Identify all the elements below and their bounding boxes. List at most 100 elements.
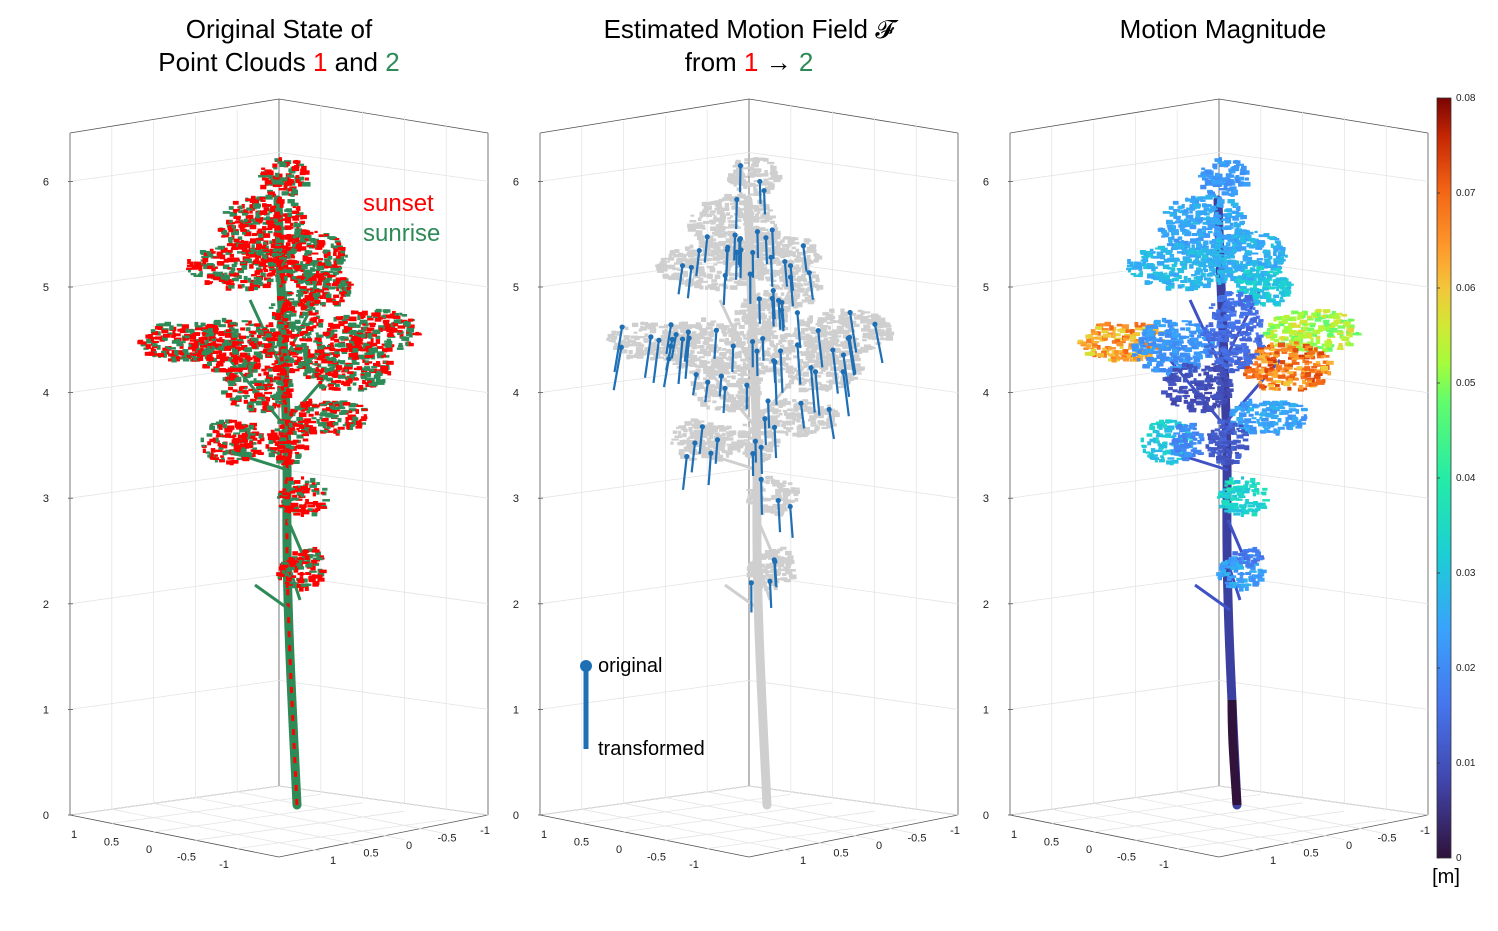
point	[279, 162, 287, 168]
point	[722, 331, 728, 335]
point	[319, 374, 325, 380]
point	[228, 386, 233, 391]
point	[722, 347, 727, 351]
point	[302, 509, 310, 515]
point	[292, 460, 300, 465]
point	[790, 252, 795, 256]
point	[296, 326, 300, 332]
point	[877, 329, 885, 333]
point	[171, 340, 178, 344]
point	[260, 196, 266, 200]
point	[317, 277, 323, 283]
point	[392, 321, 399, 327]
point	[835, 343, 843, 347]
point	[746, 255, 754, 261]
point	[276, 222, 283, 225]
point	[327, 384, 335, 387]
point	[776, 368, 781, 373]
point	[353, 337, 362, 342]
point	[327, 430, 334, 433]
point	[276, 458, 284, 464]
point	[232, 340, 239, 346]
point	[245, 198, 253, 201]
z-tick-label: 5	[43, 282, 49, 294]
point	[730, 215, 734, 218]
point	[361, 368, 368, 373]
point	[294, 451, 300, 455]
point	[757, 340, 764, 344]
point	[354, 341, 359, 345]
point	[238, 205, 243, 210]
point	[212, 271, 218, 277]
point	[758, 262, 764, 268]
floor-grid-line	[153, 802, 363, 833]
point	[278, 430, 285, 436]
point	[262, 244, 267, 248]
point	[722, 197, 726, 201]
x-tick-label: 0	[616, 844, 622, 856]
point	[296, 278, 301, 283]
point	[253, 363, 261, 368]
point	[268, 263, 276, 267]
point	[823, 337, 829, 341]
point	[322, 292, 328, 297]
point	[250, 249, 258, 252]
point	[287, 292, 294, 295]
point	[692, 269, 697, 274]
point	[708, 257, 713, 261]
point	[668, 254, 672, 259]
point	[750, 366, 758, 371]
floor-grid-line	[707, 791, 917, 835]
point	[774, 355, 781, 358]
point	[205, 329, 210, 333]
point	[763, 158, 769, 162]
point	[290, 350, 299, 355]
point	[362, 323, 366, 326]
point	[763, 269, 768, 274]
point	[302, 362, 310, 367]
point	[185, 328, 189, 331]
point	[264, 378, 270, 383]
point	[271, 303, 276, 307]
point	[729, 272, 733, 276]
point	[238, 335, 247, 340]
point	[210, 327, 219, 331]
point	[322, 487, 328, 491]
point	[839, 350, 844, 354]
point	[283, 429, 288, 433]
point	[764, 219, 770, 222]
point	[669, 252, 675, 256]
point	[752, 184, 757, 187]
point	[262, 336, 270, 340]
title-part: 1	[313, 47, 327, 77]
point	[401, 314, 408, 317]
point	[258, 433, 263, 439]
point	[242, 251, 246, 255]
point	[840, 312, 849, 317]
point	[741, 261, 745, 265]
point	[218, 425, 223, 430]
point	[188, 334, 197, 340]
point	[267, 231, 273, 234]
grid-line	[539, 468, 750, 499]
point	[693, 357, 699, 361]
point	[742, 313, 749, 317]
point	[187, 258, 191, 264]
point	[792, 332, 801, 335]
point	[285, 448, 289, 452]
point	[212, 457, 220, 461]
point	[321, 366, 327, 370]
point	[237, 236, 243, 240]
point	[712, 356, 720, 361]
point	[223, 258, 229, 263]
point	[295, 506, 299, 511]
point	[332, 329, 338, 332]
point	[308, 321, 313, 325]
point	[737, 311, 745, 315]
point	[777, 371, 782, 377]
point	[210, 455, 214, 460]
point	[260, 409, 267, 414]
point	[268, 175, 275, 180]
point	[803, 271, 811, 276]
point	[677, 348, 681, 354]
